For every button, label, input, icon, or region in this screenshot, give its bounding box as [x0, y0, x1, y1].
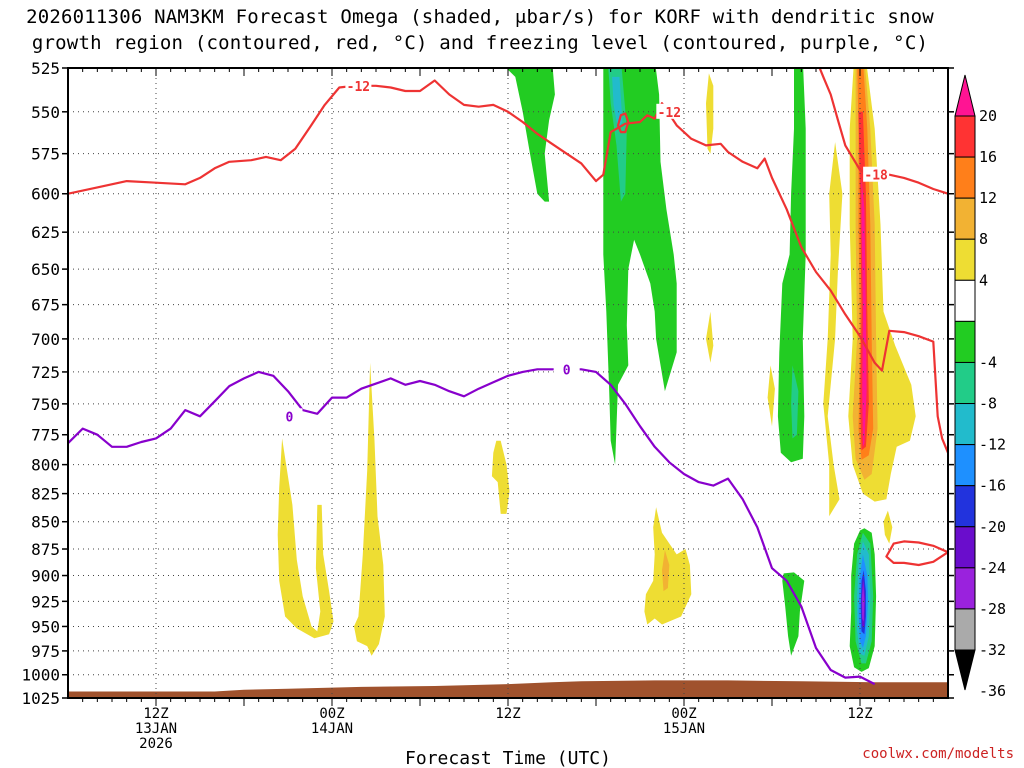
omega-region-15	[506, 68, 555, 202]
omega-region-8	[823, 142, 843, 517]
x-tick-label: 00Z	[671, 706, 696, 722]
y-tick-label: 800	[31, 456, 60, 475]
contour-label-bg	[276, 408, 303, 424]
y-tick-label: 700	[31, 330, 60, 349]
contour-label: -12	[658, 106, 681, 121]
colorbar-swatch	[954, 567, 976, 610]
y-tick-label: 1025	[21, 689, 60, 708]
x-tick-label: 00Z	[319, 706, 344, 722]
y-tick-label: 950	[31, 617, 60, 636]
y-tick-label: 550	[31, 103, 60, 122]
colorbar-tick-label: -16	[979, 477, 1006, 495]
x-tick-label: 13JAN	[135, 721, 177, 737]
omega-region-1	[354, 362, 385, 656]
dendritic-contour-4	[616, 112, 630, 134]
dendritic-contour-0	[68, 79, 948, 454]
x-tick-label: 12Z	[495, 706, 520, 722]
colorbar-bottom-arrow	[954, 649, 976, 691]
colorbar-swatch	[954, 526, 976, 569]
omega-region-7	[767, 365, 775, 427]
omega-region-0	[277, 438, 334, 639]
colorbar-tick-label: -8	[979, 395, 997, 413]
y-tick-label: 925	[31, 592, 60, 611]
colorbar-swatch	[954, 279, 976, 322]
colorbar-tick-label: 16	[979, 148, 997, 166]
omega-region-20	[791, 365, 799, 439]
colorbar-tick-label: -28	[979, 600, 1006, 618]
contour-label: -12	[347, 80, 370, 95]
colorbar-swatch	[954, 156, 976, 199]
omega-region-19	[777, 68, 806, 463]
y-tick-label: 625	[31, 223, 60, 242]
colorbar-swatch	[954, 238, 976, 281]
y-tick-label: 525	[31, 59, 60, 78]
y-tick-label: 825	[31, 485, 60, 504]
contour-label-bg	[863, 166, 890, 182]
omega-region-4	[662, 550, 670, 592]
chart-title: 2026011306 NAM3KM Forecast Omega (shaded…	[26, 6, 934, 54]
terrain-ground	[68, 680, 948, 698]
contour-label: -18	[864, 169, 888, 184]
colorbar-swatch	[954, 485, 976, 528]
omega-region-5	[706, 73, 714, 154]
omega-region-21	[782, 572, 805, 656]
y-tick-label: 875	[31, 540, 60, 559]
colorbar-swatch	[954, 608, 976, 651]
colorbar-tick-label: 4	[979, 271, 988, 289]
dendritic-contour-1	[68, 59, 185, 64]
y-tick-label: 575	[31, 145, 60, 164]
colorbar-tick-label: 8	[979, 230, 988, 248]
x-tick-label: 12Z	[143, 706, 168, 722]
x-tick-label: 2026	[139, 736, 173, 752]
credit-text: coolwx.com/modelts	[862, 746, 1014, 762]
colorbar-swatch	[954, 115, 976, 158]
omega-region-6	[706, 311, 714, 363]
colorbar-tick-label: -20	[979, 518, 1006, 536]
x-tick-label: 14JAN	[311, 721, 353, 737]
colorbar-swatch	[954, 361, 976, 405]
colorbar-tick-label: -12	[979, 436, 1006, 454]
y-tick-label: 775	[31, 426, 60, 445]
colorbar-tick-label: -36	[979, 682, 1006, 700]
x-axis-label: Forecast Time (UTC)	[405, 748, 611, 768]
y-tick-label: 1000	[21, 666, 60, 685]
y-tick-label: 900	[31, 567, 60, 586]
x-tick-label: 12Z	[847, 706, 872, 722]
y-tick-label: 600	[31, 185, 60, 204]
colorbar-tick-label: -4	[979, 353, 997, 371]
contour-label-bg	[656, 103, 683, 119]
dendritic-contour-3	[885, 540, 948, 567]
contour-label-bg	[345, 77, 372, 93]
contour-label-bg	[553, 361, 580, 377]
colorbar-tick-label: 20	[979, 107, 997, 125]
omega-region-10	[883, 510, 893, 544]
freezing-level-contour	[68, 368, 876, 686]
y-tick-label: 850	[31, 513, 60, 532]
y-tick-label: 975	[31, 642, 60, 661]
contour-label: 0	[286, 410, 294, 425]
colorbar-swatch	[954, 197, 976, 240]
y-tick-label: 725	[31, 363, 60, 382]
omega-region-14	[861, 177, 867, 447]
colorbar-top-arrow	[954, 74, 976, 117]
omega-region-17	[608, 68, 627, 202]
y-tick-label: 650	[31, 260, 60, 279]
contour-label: 0	[563, 363, 571, 378]
x-tick-label: 15JAN	[663, 721, 705, 737]
omega-region-2	[491, 440, 510, 514]
colorbar-swatch	[954, 320, 976, 363]
colorbar-swatch	[954, 403, 976, 446]
colorbar-swatch	[954, 444, 976, 487]
colorbar-tick-label: -24	[979, 559, 1006, 577]
y-tick-label: 750	[31, 395, 60, 414]
colorbar-tick-label: 12	[979, 189, 997, 207]
y-tick-label: 675	[31, 296, 60, 315]
colorbar-tick-label: -32	[979, 641, 1006, 659]
